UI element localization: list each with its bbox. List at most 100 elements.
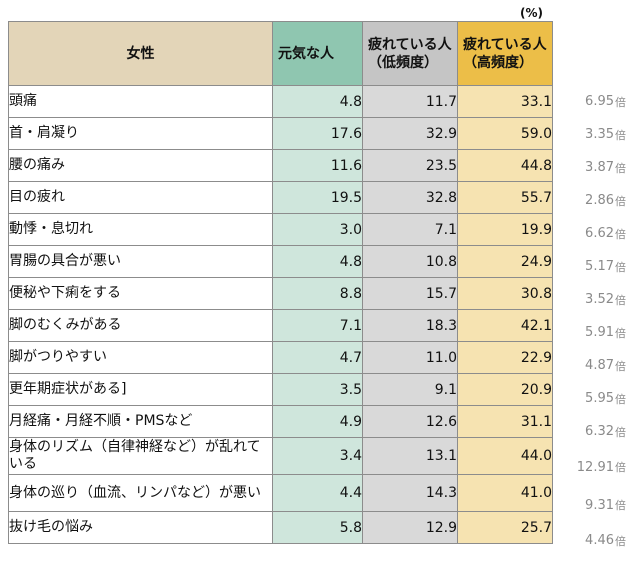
- ratio-value: 9.31: [585, 497, 614, 513]
- ratio-suffix: 倍: [615, 499, 626, 512]
- row-label: 動悸・息切れ: [8, 213, 273, 246]
- ratio-value: 5.95: [585, 391, 614, 406]
- value-tired-low: 12.9: [362, 511, 458, 544]
- row-label: 腰の痛み: [8, 149, 273, 182]
- ratio-value: 3.52: [585, 292, 614, 307]
- table-row: 胃腸の具合が悪い 4.8 10.8 24.9: [8, 245, 553, 278]
- value-tired-high: 33.1: [457, 85, 553, 118]
- table-row: 身体のリズム（自律神経など）が乱れている 3.4 13.1 44.0: [8, 437, 553, 475]
- value-genki: 8.8: [272, 277, 363, 310]
- value-tired-high: 41.0: [457, 474, 553, 512]
- value-genki: 11.6: [272, 149, 363, 182]
- header-tired-low: 疲れている人（低頻度）: [362, 21, 458, 86]
- row-label: 身体のリズム（自律神経など）が乱れている: [8, 437, 273, 475]
- ratio-value: 4.46: [585, 533, 614, 548]
- value-genki: 4.8: [272, 85, 363, 118]
- value-genki: 4.8: [272, 245, 363, 278]
- value-genki: 19.5: [272, 181, 363, 214]
- ratio-label: 6.32 倍: [552, 415, 632, 448]
- value-genki: 4.4: [272, 474, 363, 512]
- value-genki: 3.0: [272, 213, 363, 246]
- table-row: 更年期症状がある] 3.5 9.1 20.9: [8, 373, 553, 406]
- table-row: 便秘や下痢をする 8.8 15.7 30.8: [8, 277, 553, 310]
- value-tired-high: 42.1: [457, 309, 553, 342]
- ratio-label: 5.91 倍: [552, 316, 632, 349]
- value-tired-low: 12.6: [362, 405, 458, 438]
- table-row: 抜け毛の悩み 5.8 12.9 25.7: [8, 511, 553, 544]
- ratio-label: 4.87 倍: [552, 349, 632, 382]
- value-tired-low: 7.1: [362, 213, 458, 246]
- value-tired-high: 22.9: [457, 341, 553, 374]
- table-row: 脚がつりやすい 4.7 11.0 22.9: [8, 341, 553, 374]
- table-header-row: 女性 元気な人 疲れている人（低頻度） 疲れている人（高頻度）: [8, 21, 553, 86]
- row-label: 脚がつりやすい: [8, 341, 273, 374]
- ratio-label: 3.87 倍: [552, 151, 632, 184]
- header-tired-high: 疲れている人（高頻度）: [457, 21, 553, 86]
- symptom-table: 女性 元気な人 疲れている人（低頻度） 疲れている人（高頻度） 頭痛 4.8 11.…: [8, 21, 553, 544]
- table-body: 頭痛 4.8 11.7 33.1 首・肩凝り 17.6 32.9 59.0 腰の痛み 11.6 23…: [8, 85, 553, 544]
- ratio-suffix: 倍: [615, 326, 626, 340]
- ratio-label: 6.62 倍: [552, 217, 632, 250]
- ratio-value: 6.62: [585, 226, 614, 241]
- ratio-label: 5.95 倍: [552, 382, 632, 415]
- header-gender: 女性: [8, 21, 273, 86]
- ratio-suffix: 倍: [615, 392, 626, 406]
- value-tired-high: 24.9: [457, 245, 553, 278]
- row-label: 首・肩凝り: [8, 117, 273, 150]
- value-tired-low: 15.7: [362, 277, 458, 310]
- table-row: 脚のむくみがある 7.1 18.3 42.1: [8, 309, 553, 342]
- ratio-label: 2.86 倍: [552, 184, 632, 217]
- ratio-value: 6.95: [585, 94, 614, 109]
- ratio-label: 5.17 倍: [552, 250, 632, 283]
- ratio-column: 6.95 倍 3.35 倍 3.87 倍 2.86 倍 6.62 倍 5.17 倍 3.52 倍 5.91 倍…: [552, 85, 632, 557]
- row-label: 抜け毛の悩み: [8, 511, 273, 544]
- ratio-suffix: 倍: [615, 161, 626, 175]
- ratio-value: 3.35: [585, 127, 614, 142]
- ratio-value: 6.32: [585, 424, 614, 439]
- table-row: 腰の痛み 11.6 23.5 44.8: [8, 149, 553, 182]
- row-label: 脚のむくみがある: [8, 309, 273, 342]
- row-label: 目の疲れ: [8, 181, 273, 214]
- ratio-suffix: 倍: [615, 359, 626, 373]
- row-label: 胃腸の具合が悪い: [8, 245, 273, 278]
- value-genki: 5.8: [272, 511, 363, 544]
- ratio-label: 4.46 倍: [552, 524, 632, 557]
- header-genki: 元気な人: [272, 21, 363, 86]
- row-label: 更年期症状がある]: [8, 373, 273, 406]
- ratio-suffix: 倍: [615, 293, 626, 307]
- table-row: 月経痛・月経不順・PMSなど 4.9 12.6 31.1: [8, 405, 553, 438]
- ratio-value: 3.87: [585, 160, 614, 175]
- ratio-suffix: 倍: [615, 260, 626, 274]
- value-tired-low: 10.8: [362, 245, 458, 278]
- ratio-suffix: 倍: [615, 534, 626, 548]
- ratio-value: 4.87: [585, 358, 614, 373]
- ratio-suffix: 倍: [615, 128, 626, 142]
- unit-label: (%): [520, 6, 543, 20]
- ratio-label: 6.95 倍: [552, 85, 632, 118]
- table-row: 身体の巡り（血流、リンパなど）が悪い 4.4 14.3 41.0: [8, 474, 553, 512]
- ratio-suffix: 倍: [615, 194, 626, 208]
- ratio-value: 5.91: [585, 325, 614, 340]
- value-genki: 3.5: [272, 373, 363, 406]
- ratio-value: 12.91: [576, 459, 614, 475]
- ratio-label: 3.35 倍: [552, 118, 632, 151]
- value-tired-high: 44.8: [457, 149, 553, 182]
- row-label: 便秘や下痢をする: [8, 277, 273, 310]
- value-tired-low: 18.3: [362, 309, 458, 342]
- table-row: 頭痛 4.8 11.7 33.1: [8, 85, 553, 118]
- value-tired-high: 25.7: [457, 511, 553, 544]
- ratio-suffix: 倍: [615, 227, 626, 241]
- value-tired-low: 32.9: [362, 117, 458, 150]
- value-tired-high: 55.7: [457, 181, 553, 214]
- value-tired-low: 13.1: [362, 437, 458, 475]
- value-tired-high: 44.0: [457, 437, 553, 475]
- row-label: 身体の巡り（血流、リンパなど）が悪い: [8, 474, 273, 512]
- table-row: 動悸・息切れ 3.0 7.1 19.9: [8, 213, 553, 246]
- value-tired-low: 14.3: [362, 474, 458, 512]
- table-row: 目の疲れ 19.5 32.8 55.7: [8, 181, 553, 214]
- row-label: 頭痛: [8, 85, 273, 118]
- value-tired-low: 11.7: [362, 85, 458, 118]
- value-tired-high: 31.1: [457, 405, 553, 438]
- value-genki: 4.9: [272, 405, 363, 438]
- ratio-value: 5.17: [585, 259, 614, 274]
